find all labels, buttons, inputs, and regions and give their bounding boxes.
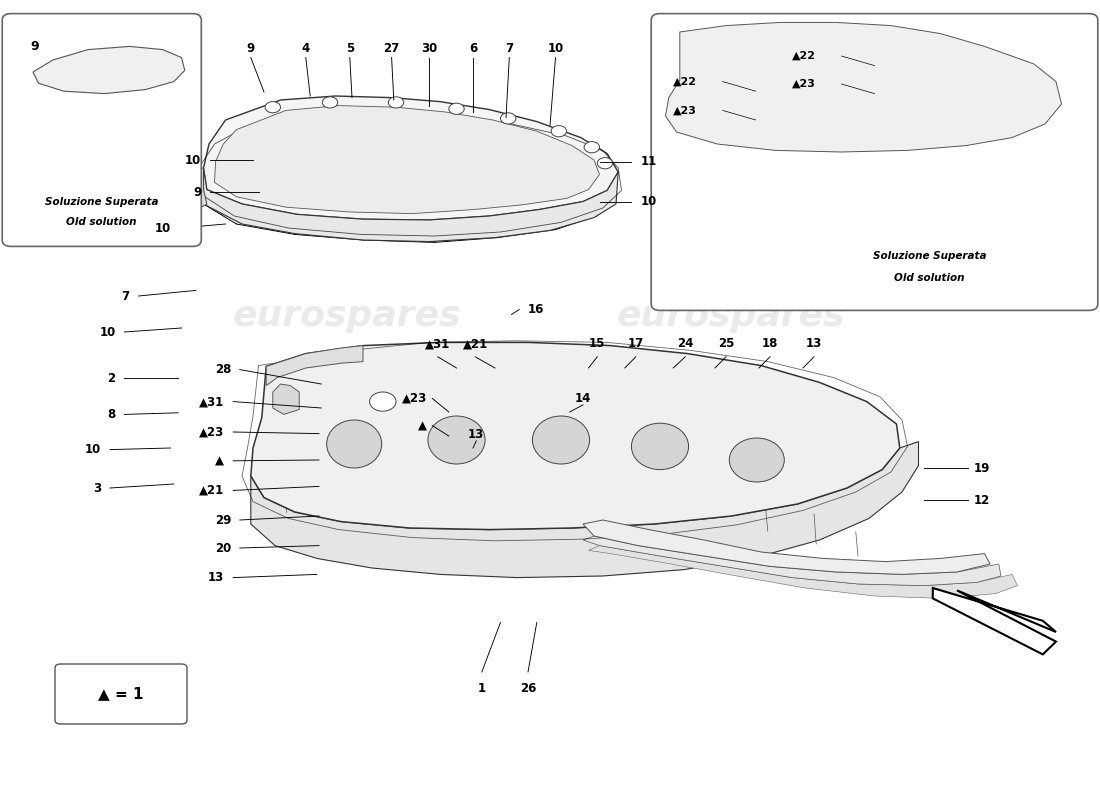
Ellipse shape: [327, 420, 382, 468]
Text: Old solution: Old solution: [66, 218, 138, 227]
Circle shape: [500, 113, 516, 124]
Text: eurospares: eurospares: [232, 299, 461, 333]
Polygon shape: [273, 384, 299, 414]
Polygon shape: [33, 46, 185, 94]
Circle shape: [388, 97, 404, 108]
Text: 20: 20: [214, 542, 231, 554]
Circle shape: [265, 102, 280, 113]
Text: 16: 16: [528, 303, 544, 316]
Polygon shape: [204, 168, 618, 242]
Text: ▲: ▲: [216, 454, 224, 467]
Text: 9: 9: [194, 186, 201, 198]
Text: 7: 7: [122, 290, 130, 302]
Text: 28: 28: [214, 363, 231, 376]
Circle shape: [449, 103, 464, 114]
Text: ▲21: ▲21: [463, 338, 487, 350]
Text: 24: 24: [678, 338, 693, 350]
Text: ▲23: ▲23: [402, 392, 427, 405]
Text: 13: 13: [208, 571, 224, 584]
Text: Soluzione Superata: Soluzione Superata: [45, 197, 158, 206]
Circle shape: [322, 97, 338, 108]
Text: 26: 26: [520, 682, 536, 694]
Text: 3: 3: [94, 482, 101, 494]
Text: ▲31: ▲31: [426, 338, 450, 350]
Circle shape: [370, 392, 396, 411]
Circle shape: [551, 126, 566, 137]
Text: ▲ = 1: ▲ = 1: [98, 686, 144, 702]
Polygon shape: [583, 536, 1001, 586]
Text: ▲: ▲: [418, 419, 427, 432]
Text: Old solution: Old solution: [894, 274, 965, 283]
Text: 9: 9: [31, 40, 40, 53]
Text: ▲23: ▲23: [199, 426, 224, 438]
Text: 10: 10: [548, 42, 563, 54]
Text: 12: 12: [974, 494, 990, 506]
Text: 10: 10: [154, 222, 170, 234]
Polygon shape: [251, 442, 918, 578]
Ellipse shape: [729, 438, 784, 482]
Ellipse shape: [631, 423, 689, 470]
Text: 9: 9: [246, 42, 255, 54]
Text: ▲31: ▲31: [199, 395, 224, 408]
Text: 7: 7: [505, 42, 514, 54]
Text: 30: 30: [421, 42, 437, 54]
Text: 15: 15: [590, 338, 605, 350]
Text: 19: 19: [974, 462, 990, 474]
Ellipse shape: [428, 416, 485, 464]
Polygon shape: [588, 546, 1018, 598]
Text: 17: 17: [628, 338, 643, 350]
Text: 6: 6: [469, 42, 477, 54]
FancyBboxPatch shape: [2, 14, 201, 246]
Text: 2: 2: [108, 372, 115, 385]
Text: ▲22: ▲22: [673, 77, 697, 86]
Text: 29: 29: [214, 514, 231, 526]
Circle shape: [597, 158, 613, 169]
Text: eurospares: eurospares: [617, 299, 846, 333]
Text: ▲23: ▲23: [792, 79, 816, 89]
Text: 10: 10: [640, 195, 657, 208]
Polygon shape: [178, 168, 207, 210]
FancyBboxPatch shape: [55, 664, 187, 724]
Text: 5: 5: [345, 42, 354, 54]
Ellipse shape: [532, 416, 590, 464]
Text: 10: 10: [185, 154, 201, 166]
Polygon shape: [583, 520, 990, 574]
Text: 14: 14: [575, 392, 591, 405]
Text: ▲22: ▲22: [792, 51, 816, 61]
Text: 11: 11: [640, 155, 657, 168]
Text: 13: 13: [469, 428, 484, 441]
Polygon shape: [666, 22, 1062, 152]
Text: ▲23: ▲23: [673, 106, 697, 115]
Circle shape: [584, 142, 600, 153]
Text: Soluzione Superata: Soluzione Superata: [872, 251, 987, 261]
Text: ▲21: ▲21: [199, 484, 224, 497]
Text: 13: 13: [806, 338, 822, 350]
Text: 10: 10: [85, 443, 101, 456]
Text: 18: 18: [762, 338, 778, 350]
Polygon shape: [933, 588, 1056, 654]
Polygon shape: [214, 106, 600, 214]
Polygon shape: [266, 346, 363, 386]
Polygon shape: [251, 342, 900, 530]
Text: 1: 1: [477, 682, 486, 694]
FancyBboxPatch shape: [651, 14, 1098, 310]
Text: 10: 10: [99, 326, 116, 338]
Text: 8: 8: [108, 408, 115, 421]
Text: 4: 4: [301, 42, 310, 54]
Text: 25: 25: [718, 338, 734, 350]
Polygon shape: [204, 96, 618, 220]
Text: 27: 27: [384, 42, 399, 54]
